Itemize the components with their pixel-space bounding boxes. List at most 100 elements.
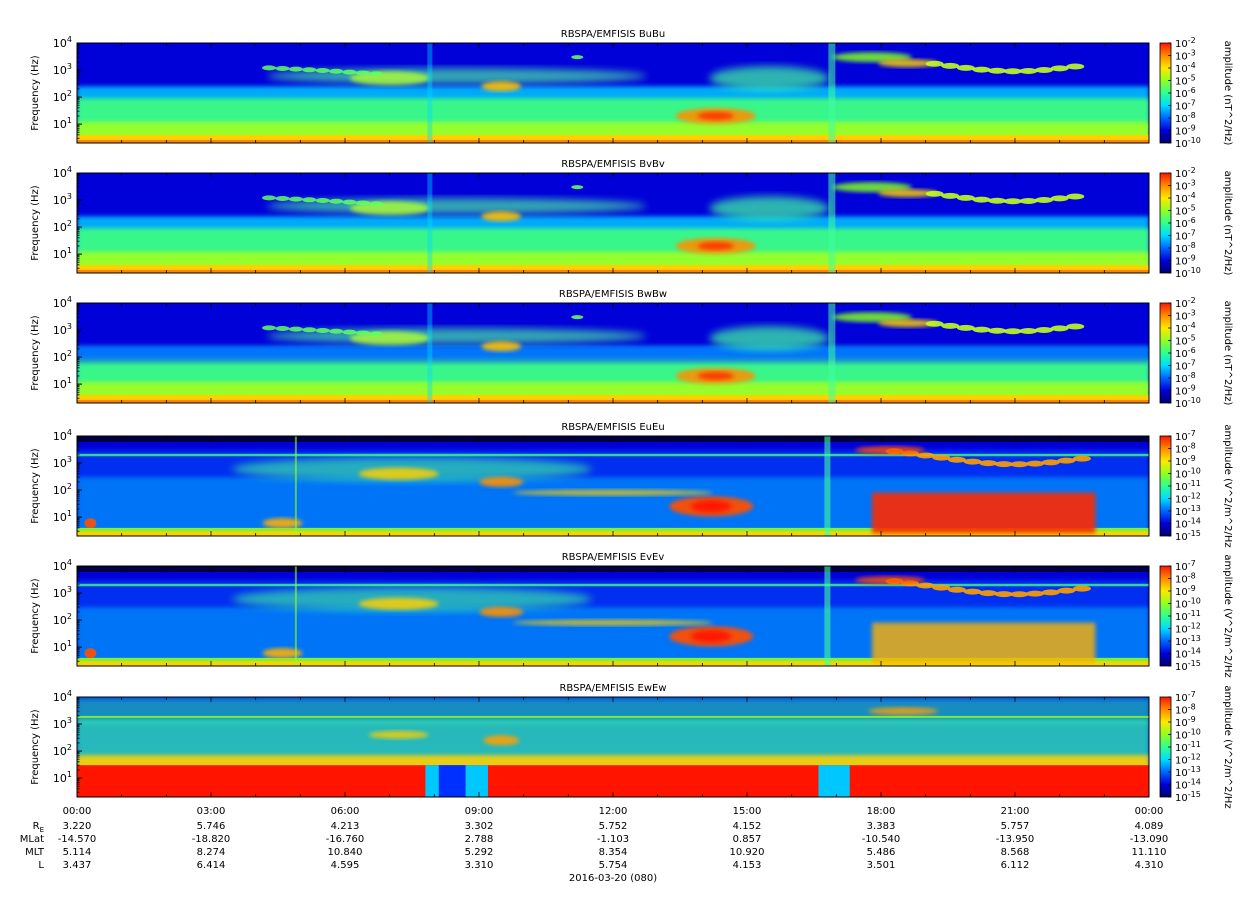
panel-title: RBSPA/EMFISIS EwEw	[559, 683, 666, 694]
time-tick-label: 00:00	[63, 806, 92, 817]
ephemeris-row-label: MLat	[20, 834, 44, 845]
time-tick-label: 15:00	[733, 806, 762, 817]
ephemeris-value: 8.354	[599, 847, 628, 858]
y-tick-label: 101	[53, 639, 72, 654]
colorbar: 10-210-310-410-510-610-710-810-910-10 amp…	[1159, 296, 1233, 410]
ephemeris-value: 5.757	[1001, 821, 1030, 832]
time-tick-label: 03:00	[197, 806, 226, 817]
y-tick-label: 104	[53, 558, 72, 573]
panel-6: RBSPA/EMFISIS EwEw 101 102 103 104 Frequency …	[30, 683, 1233, 809]
ephemeris-value: 5.746	[197, 821, 226, 832]
ephemeris-value: 6.112	[1001, 860, 1030, 871]
colorbar-tick-label: 10-15	[1175, 659, 1201, 673]
ephemeris-value: 4.153	[733, 860, 762, 871]
colorbar-label: amplitude (V^2/m^2/Hz	[1222, 554, 1233, 677]
panel-2: RBSPA/EMFISIS BvBv 101 102 103 104 Frequency …	[30, 159, 1233, 280]
colorbar-label: amplitude (V^2/m^2/Hz	[1222, 685, 1233, 808]
date-label: 2016-03-20 (080)	[569, 873, 657, 884]
ephemeris-value: 6.414	[197, 860, 226, 871]
colorbar-tick-label: 10-10	[1175, 266, 1201, 280]
ephemeris-value: -18.820	[192, 834, 231, 845]
spectrogram	[77, 436, 1149, 536]
ephemeris-value: 4.213	[331, 821, 360, 832]
panels-group: RBSPA/EMFISIS BuBu 101 102 103 104 Frequency …	[30, 29, 1233, 809]
ephemeris-value: 3.302	[465, 821, 494, 832]
y-tick-label: 103	[53, 192, 72, 207]
colorbar-label: amplitude (V^2/m^2/Hz	[1222, 424, 1233, 547]
ephemeris-value: -14.570	[58, 834, 97, 845]
ephemeris-value: 11.110	[1132, 847, 1167, 858]
panel-title: RBSPA/EMFISIS EuEu	[561, 422, 664, 433]
y-tick-label: 101	[53, 376, 72, 391]
y-axis-label: Frequency (Hz)	[30, 185, 41, 261]
y-tick-label: 104	[53, 689, 72, 704]
ephemeris-row-label: L	[38, 860, 44, 871]
y-tick-label: 103	[53, 62, 72, 77]
panel-title: RBSPA/EMFISIS BwBw	[559, 289, 667, 300]
ephemeris-value: 5.486	[867, 847, 896, 858]
ephemeris-value: 4.595	[331, 860, 360, 871]
spectrogram	[77, 43, 1149, 143]
ephemeris-value: 5.754	[599, 860, 628, 871]
ephemeris-value: -1.103	[597, 834, 629, 845]
y-axis-label: Frequency (Hz)	[30, 315, 41, 391]
panel-1: RBSPA/EMFISIS BuBu 101 102 103 104 Frequency …	[30, 29, 1233, 150]
ephemeris-row-label: MLT	[25, 847, 45, 858]
colorbar: 10-710-810-910-1010-1110-1210-1310-1410-…	[1159, 424, 1233, 548]
colorbar-tick-label: 10-15	[1175, 529, 1201, 543]
colorbar-label: amplitude (nT^2/Hz)	[1222, 171, 1233, 276]
ephemeris-value: 5.752	[599, 821, 628, 832]
y-tick-label: 102	[53, 89, 72, 104]
ephemeris-row-label: RE	[33, 821, 44, 834]
panel-4: RBSPA/EMFISIS EuEu 101 102 103 104 Frequency …	[30, 422, 1233, 548]
ephemeris-value: -13.950	[996, 834, 1035, 845]
y-tick-label: 103	[53, 322, 72, 337]
y-tick-label: 101	[53, 509, 72, 524]
colorbar: 10-210-310-410-510-610-710-810-910-10 amp…	[1159, 36, 1233, 150]
ephemeris-value: 3.437	[63, 860, 92, 871]
y-tick-label: 104	[53, 35, 72, 50]
spectrogram	[77, 173, 1149, 273]
ephemeris-value: 3.310	[465, 860, 494, 871]
spectrogram	[77, 697, 1149, 797]
ephemeris-value: 4.152	[733, 821, 762, 832]
panel-title: RBSPA/EMFISIS BvBv	[561, 159, 665, 170]
y-tick-label: 101	[53, 116, 72, 131]
colorbar-label: amplitude (nT^2/Hz)	[1222, 301, 1233, 406]
ephemeris-value: 4.089	[1135, 821, 1164, 832]
colorbar: 10-210-310-410-510-610-710-810-910-10 amp…	[1159, 166, 1233, 280]
y-axis-label: Frequency (Hz)	[30, 578, 41, 654]
ephemeris-value: 4.310	[1135, 860, 1164, 871]
panel-title: RBSPA/EMFISIS BuBu	[561, 29, 665, 40]
y-axis-label: Frequency (Hz)	[30, 448, 41, 524]
time-tick-label: 06:00	[331, 806, 360, 817]
panel-3: RBSPA/EMFISIS BwBw 101 102 103 104 Frequency …	[30, 289, 1233, 410]
time-tick-label: 09:00	[465, 806, 494, 817]
ephemeris-value: -16.760	[326, 834, 365, 845]
time-axis-group: 00:00 03:00 06:00 09:00 12:00 15:00 18:00 21:00…	[20, 806, 1169, 884]
y-tick-label: 104	[53, 295, 72, 310]
time-tick-label: 18:00	[867, 806, 896, 817]
ephemeris-value: -13.090	[1130, 834, 1169, 845]
colorbar-label: amplitude (nT^2/Hz)	[1222, 41, 1233, 146]
y-axis-label: Frequency (Hz)	[30, 55, 41, 131]
colorbar-tick-label: 10-10	[1175, 136, 1201, 150]
y-tick-label: 102	[53, 482, 72, 497]
colorbar-tick-label: 10-15	[1175, 790, 1201, 804]
y-tick-label: 102	[53, 743, 72, 758]
time-tick-label: 21:00	[1001, 806, 1030, 817]
y-tick-label: 102	[53, 219, 72, 234]
ephemeris-value: 3.501	[867, 860, 896, 871]
y-tick-label: 101	[53, 770, 72, 785]
time-tick-label: 00:00	[1135, 806, 1164, 817]
y-tick-label: 101	[53, 246, 72, 261]
y-tick-label: 103	[53, 585, 72, 600]
spectrogram	[77, 566, 1149, 666]
ephemeris-value: 5.292	[465, 847, 494, 858]
ephemeris-value: 10.840	[328, 847, 363, 858]
ephemeris-value: 3.383	[867, 821, 896, 832]
ephemeris-value: -10.540	[862, 834, 901, 845]
y-axis-label: Frequency (Hz)	[30, 709, 41, 785]
colorbar-tick-label: 10-10	[1175, 396, 1201, 410]
